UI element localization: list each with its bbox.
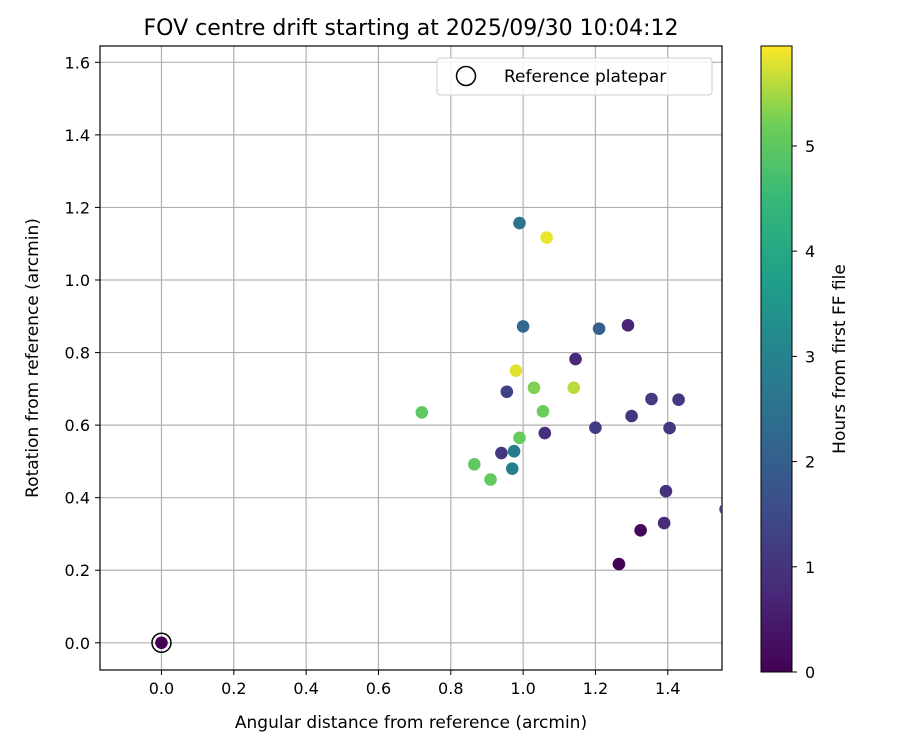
data-point-29: [540, 231, 553, 244]
y-tick-label: 0.4: [65, 489, 90, 508]
x-tick-label: 1.2: [583, 679, 608, 698]
data-point-4: [569, 352, 582, 366]
colorbar-tick-label: 4: [805, 242, 815, 261]
data-point-7: [659, 484, 673, 498]
legend-marker-icon: [455, 65, 477, 87]
data-point-12: [645, 392, 658, 406]
data-point-26: [527, 381, 541, 395]
data-point-0: [155, 636, 168, 650]
data-point-16: [592, 322, 606, 335]
colorbar-label: Hours from first FF file: [830, 264, 850, 454]
data-point-17: [516, 320, 530, 333]
x-axis-label: Angular distance from reference (arcmin): [235, 713, 587, 733]
data-points: [155, 216, 722, 650]
data-point-2: [634, 524, 647, 537]
data-point-25: [536, 405, 550, 418]
colorbar-tick-label: 0: [805, 663, 815, 682]
x-tick-label: 1.4: [655, 679, 680, 698]
colorbar: 0 1 2 3 4 5 Hours from first FF file: [760, 45, 850, 682]
colorbar-ticks: 0 1 2 3 4 5: [792, 137, 815, 682]
y-tick-label: 0.8: [65, 344, 90, 363]
data-point-10: [495, 446, 508, 460]
colorbar-tick-label: 2: [805, 453, 815, 472]
data-point-9: [663, 421, 676, 435]
y-tick-label: 0.2: [65, 561, 90, 580]
legend-box: [436, 57, 713, 96]
data-point-24: [513, 431, 526, 445]
x-tick-label: 0.2: [221, 679, 246, 698]
colorbar-tick-label: 1: [805, 558, 815, 577]
x-tick-label: 0.6: [366, 679, 391, 698]
data-point-3: [621, 319, 635, 332]
data-point-1: [612, 557, 626, 571]
colorbar-tick-label: 3: [805, 347, 815, 366]
y-tick-label: 1.6: [65, 53, 90, 72]
data-point-22: [467, 457, 481, 471]
y-tick-label: 1.4: [65, 126, 90, 145]
plot-area-frame: [99, 45, 723, 671]
y-tick-label: 1.2: [65, 198, 90, 217]
legend-entry-label: Reference platepar: [504, 67, 666, 87]
x-tick-label: 0.8: [438, 679, 463, 698]
data-point-19: [507, 444, 521, 458]
reference-platepar-marker: [151, 632, 172, 654]
data-point-6: [538, 426, 552, 440]
chart-title: FOV centre drift starting at 2025/09/30 …: [144, 16, 679, 41]
y-tick-label: 0.6: [65, 416, 90, 435]
x-tick-label: 0.4: [293, 679, 318, 698]
data-point-14: [500, 385, 514, 399]
colorbar-gradient: [760, 45, 793, 673]
legend: Reference platepar: [436, 57, 713, 96]
data-point-13: [589, 421, 602, 434]
data-point-11: [672, 393, 685, 407]
grid-lines: [100, 46, 722, 670]
data-point-18: [513, 216, 526, 230]
y-tick-label: 1.0: [65, 271, 90, 290]
data-point-21: [415, 406, 429, 419]
data-point-23: [484, 473, 497, 486]
y-axis-ticks: 0.0 0.2 0.4 0.6 0.8 1.0 1.2 1.4 1.6: [65, 53, 100, 653]
data-point-15: [719, 504, 722, 515]
x-tick-label: 1.0: [510, 679, 535, 698]
reference-marker-ring: [151, 632, 172, 654]
data-point-8: [625, 409, 638, 423]
x-axis-ticks: 0.0 0.2 0.4 0.6 0.8 1.0 1.2 1.4: [149, 670, 680, 698]
data-point-27: [567, 381, 581, 395]
colorbar-tick-label: 5: [805, 137, 815, 156]
data-point-28: [509, 364, 523, 377]
y-tick-label: 0.0: [65, 634, 90, 653]
data-point-20: [505, 462, 519, 475]
data-point-5: [657, 516, 671, 530]
y-axis-label: Rotation from reference (arcmin): [23, 218, 43, 498]
x-tick-label: 0.0: [149, 679, 174, 698]
